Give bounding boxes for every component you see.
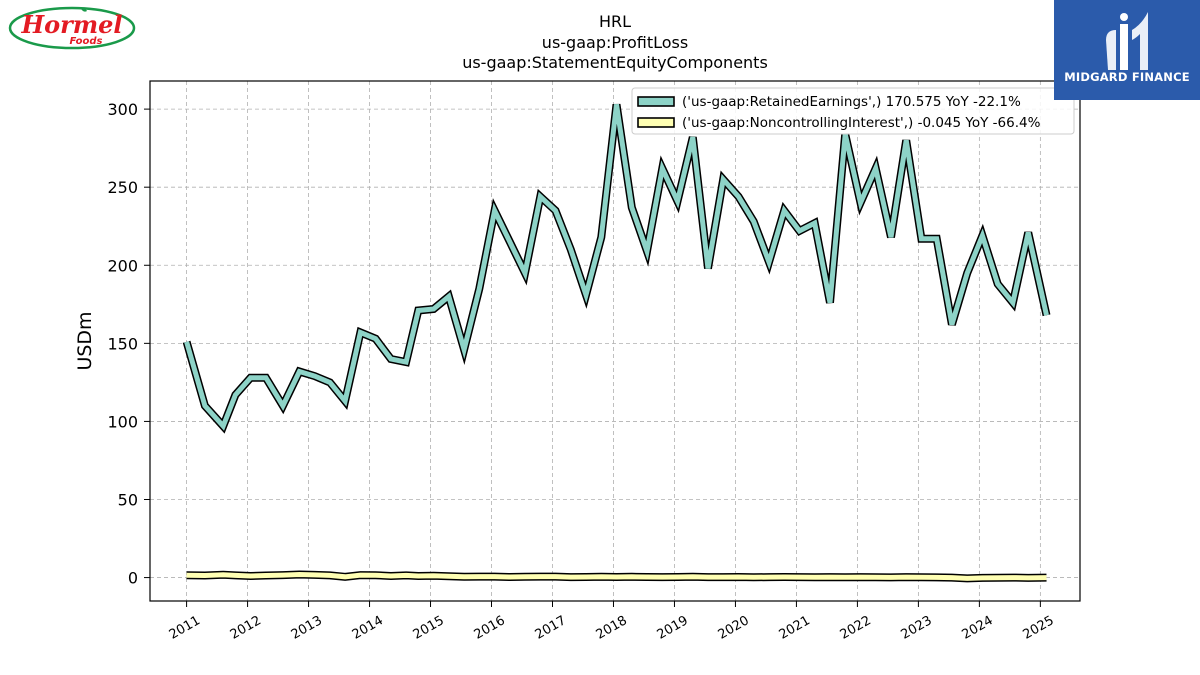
- y-tick-label: 150: [107, 334, 138, 353]
- title-line-2: us-gaap:ProfitLoss: [542, 33, 688, 52]
- series-0-line: [184, 104, 1049, 431]
- legend-swatch-0: [637, 96, 675, 107]
- x-tick-label: 2024: [960, 613, 996, 643]
- legend-box: [631, 87, 1075, 135]
- y-axis-label: USDm: [74, 311, 96, 370]
- y-tick-label: 100: [107, 412, 138, 431]
- midgard-name: MIDGARD FINANCE: [1064, 70, 1190, 84]
- legend-label-0: ('us-gaap:RetainedEarnings',) 170.575 Yo…: [682, 94, 1021, 110]
- hormel-sub-text: Foods: [70, 36, 103, 47]
- x-tick-label: 2016: [472, 613, 508, 643]
- leaf-icon: [81, 8, 87, 12]
- x-tick-label: 2022: [838, 613, 874, 643]
- y-tick-label: 0: [128, 569, 138, 588]
- y-tick-label: 300: [107, 100, 138, 119]
- grid: [150, 81, 1080, 601]
- x-tick-label: 2011: [167, 613, 203, 643]
- y-tick-label: 200: [107, 256, 138, 275]
- x-tick-label: 2019: [655, 613, 691, 643]
- title-line-1: HRL: [599, 12, 631, 31]
- x-tick-label: 2017: [533, 613, 569, 643]
- midgard-finance-logo: MIDGARD FINANCE: [1054, 0, 1200, 100]
- legend-label-1: ('us-gaap:NoncontrollingInterest',) -0.0…: [682, 115, 1041, 131]
- x-tick-label: 2025: [1021, 613, 1057, 643]
- y-tick-label: 250: [107, 178, 138, 197]
- x-tick-label: 2020: [716, 613, 752, 643]
- hormel-logo-graphic: Hormel Foods: [8, 6, 136, 50]
- series-1-line: [186, 571, 1047, 581]
- chart-title: HRL us-gaap:ProfitLoss us-gaap:Statement…: [462, 12, 768, 72]
- x-tick-label: 2013: [289, 613, 325, 643]
- x-tick-label: 2021: [777, 613, 813, 643]
- legend-swatch-1: [637, 117, 675, 128]
- plot-frame: [149, 80, 1081, 602]
- y-tick-label: 50: [118, 490, 138, 509]
- hormel-foods-logo: Hormel Foods: [8, 6, 136, 50]
- midgard-emblem-icon: [1106, 12, 1148, 70]
- hormel-brand-text: Hormel: [20, 10, 122, 39]
- title-line-3: us-gaap:StatementEquityComponents: [462, 53, 768, 72]
- legend: ('us-gaap:RetainedEarnings',) 170.575 Yo…: [631, 87, 1075, 135]
- x-tick-label: 2012: [228, 613, 264, 643]
- x-tick-label: 2018: [594, 613, 630, 643]
- series-layer: [182, 103, 1051, 583]
- y-axis: 0 50 100 150 200 250 300: [107, 100, 150, 588]
- x-axis: 2011 2012 2013 2014 2015 2016 2017 2018 2019 2020…: [167, 601, 1057, 643]
- x-tick-label: 2023: [899, 613, 935, 643]
- x-tick-label: 2014: [350, 613, 386, 643]
- x-tick-label: 2015: [411, 613, 447, 643]
